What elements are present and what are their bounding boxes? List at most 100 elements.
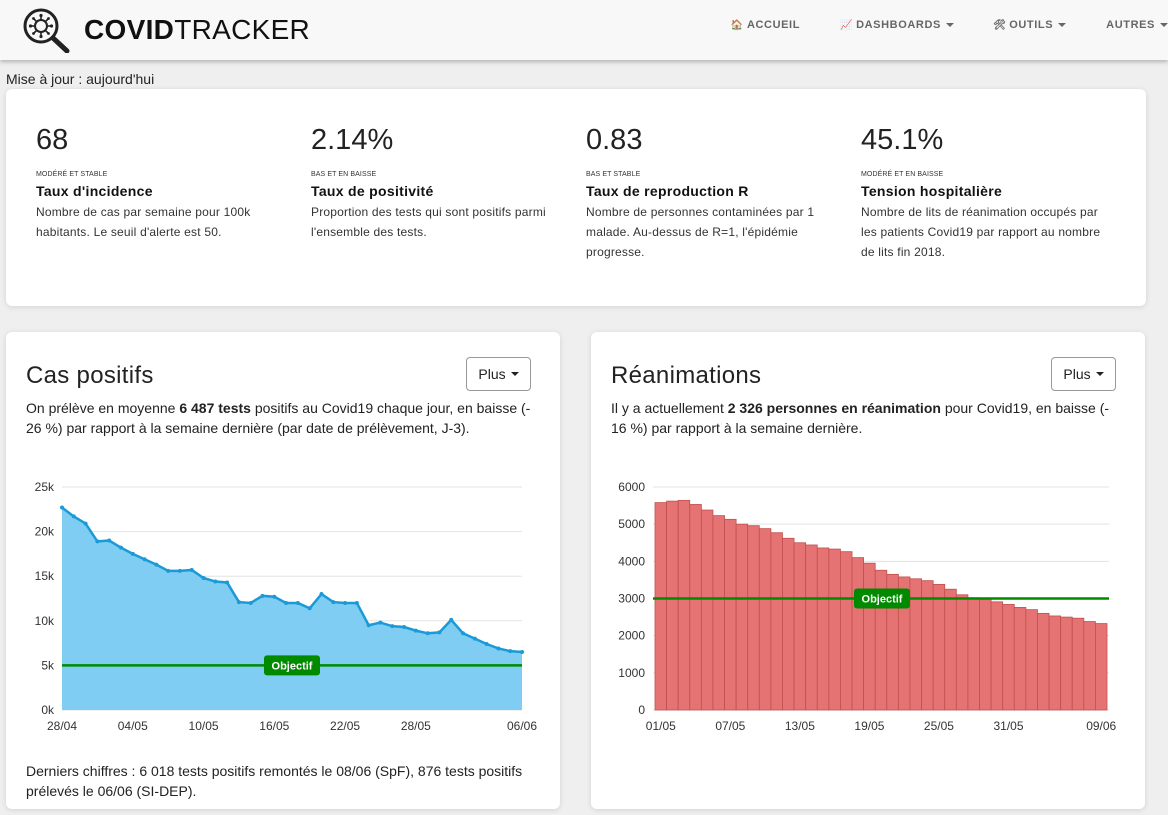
y-tick-label: 5000 xyxy=(618,517,645,531)
bar xyxy=(782,537,795,711)
kpi-level: MODÉRÉ ET STABLE xyxy=(36,171,108,178)
y-tick-label: 10k xyxy=(35,614,55,628)
data-point xyxy=(331,600,336,605)
data-point xyxy=(472,636,477,641)
y-tick-label: 6000 xyxy=(618,480,645,494)
nav-item-dashboards[interactable]: 📈 DASHBOARDS xyxy=(840,19,954,31)
panel-summary: Il y a actuellement 2 326 personnes en r… xyxy=(611,400,1110,436)
y-tick-label: 2000 xyxy=(618,629,645,643)
bar xyxy=(805,544,818,711)
data-point xyxy=(213,579,218,584)
kpi-value: 0.83 xyxy=(586,124,643,156)
x-tick-label: 28/05 xyxy=(401,719,431,733)
data-point xyxy=(95,539,100,544)
data-point xyxy=(142,557,147,562)
data-point xyxy=(225,580,230,585)
panel-title: Cas positifs xyxy=(26,362,154,389)
objective-badge xyxy=(854,588,910,609)
reanimations-chart: 0 1000 2000 3000 4000 5000 6000 01/05 07/05 13/05… xyxy=(618,480,1116,733)
bar xyxy=(828,548,841,711)
panel-footer: Derniers chiffres : 6 018 tests positifs… xyxy=(26,763,523,799)
kpi-title: Tension hospitalière xyxy=(861,183,1003,199)
area-fill xyxy=(62,507,522,710)
data-point xyxy=(177,568,182,573)
data-point xyxy=(130,551,135,556)
bar xyxy=(654,502,667,711)
kpi-tension: 45.1% MODÉRÉ ET EN BAISSE Tension hospit… xyxy=(861,122,1116,262)
data-point xyxy=(378,620,383,625)
bar xyxy=(677,499,691,711)
bar xyxy=(735,523,749,711)
kpi-incidence: 68 MODÉRÉ ET STABLE Taux d'incidence Nom… xyxy=(36,122,291,242)
nav-item-autres[interactable]: AUTRES xyxy=(1106,19,1168,31)
data-point xyxy=(189,567,194,572)
cas-positifs-panel: Cas positifs Plus On prélève en moyenne … xyxy=(6,332,560,809)
update-status: Mise à jour : aujourd'hui xyxy=(6,71,155,87)
nav-item-outils[interactable]: 🛠 OUTILS xyxy=(993,19,1067,31)
chevron-down-icon xyxy=(510,372,519,376)
bar xyxy=(1037,612,1050,711)
x-tick-label: 13/05 xyxy=(785,719,815,733)
x-tick-label: 09/06 xyxy=(1086,719,1116,733)
data-point xyxy=(107,538,112,543)
y-tick-label: 20k xyxy=(35,525,55,539)
kpi-level: BAS ET STABLE xyxy=(586,171,641,178)
data-point xyxy=(520,650,524,655)
plus-dropdown-button[interactable]: Plus xyxy=(466,357,531,391)
brand[interactable]: COVIDTRACKER xyxy=(22,7,310,53)
data-point xyxy=(284,600,289,605)
kpi-positivite: 2.14% BAS ET EN BAISSE Taux de positivit… xyxy=(311,122,566,242)
data-point xyxy=(201,575,206,580)
objective-label: Objectif xyxy=(862,594,903,606)
kpi-value: 2.14% xyxy=(311,124,394,156)
panel-title: Réanimations xyxy=(611,362,762,389)
data-point xyxy=(390,624,395,629)
data-point xyxy=(437,630,442,635)
bar xyxy=(1013,607,1027,711)
data-point xyxy=(260,593,265,598)
x-tick-label: 25/05 xyxy=(924,719,954,733)
data-point xyxy=(449,617,454,622)
y-tick-label: 0k xyxy=(41,703,55,717)
data-point xyxy=(295,600,300,605)
chart-icon: 📈 xyxy=(840,19,854,31)
kpi-reproduction: 0.83 BAS ET STABLE Taux de reproduction … xyxy=(586,122,841,262)
bar xyxy=(1071,617,1085,711)
data-point xyxy=(402,625,407,630)
y-tick-label: 3000 xyxy=(618,592,645,606)
x-tick-label: 04/05 xyxy=(118,719,148,733)
data-point xyxy=(461,631,466,636)
data-point xyxy=(71,514,76,519)
nav-menu: 🏠 ACCUEIL 📈 DASHBOARDS 🛠 OUTILS AUTRES xyxy=(731,0,1168,50)
data-point xyxy=(83,521,88,526)
nav-item-accueil[interactable]: 🏠 ACCUEIL xyxy=(730,19,801,31)
virus-magnifier-icon xyxy=(23,8,70,53)
x-tick-label: 22/05 xyxy=(330,719,360,733)
navbar: COVIDTRACKER 🏠 ACCUEIL 📈 DASHBOARDS 🛠 OU… xyxy=(0,0,1168,60)
x-tick-label: 10/05 xyxy=(189,719,219,733)
objective-label: Objectif xyxy=(272,660,313,672)
x-tick-label: 06/06 xyxy=(507,719,537,733)
home-icon: 🏠 xyxy=(730,19,744,31)
plus-dropdown-button[interactable]: Plus xyxy=(1051,357,1116,391)
kpi-description: Nombre de lits de réanimation occupés pa… xyxy=(861,205,1101,259)
x-tick-label: 01/05 xyxy=(646,719,676,733)
bar xyxy=(990,601,1004,711)
data-point xyxy=(343,600,348,605)
data-point xyxy=(166,568,171,573)
bar xyxy=(840,551,853,711)
bar xyxy=(793,542,807,711)
bar xyxy=(967,597,980,711)
bar xyxy=(700,509,714,711)
kpi-description: Nombre de cas par semaine pour 100k habi… xyxy=(36,205,251,239)
x-tick-label: 16/05 xyxy=(259,719,289,733)
kpi-value: 68 xyxy=(36,124,69,156)
panel-summary: On prélève en moyenne 6 487 tests positi… xyxy=(26,400,531,436)
bar xyxy=(851,557,865,711)
chevron-down-icon xyxy=(1095,372,1104,376)
data-point xyxy=(307,606,312,611)
bar xyxy=(712,515,725,711)
y-tick-label: 15k xyxy=(35,569,55,583)
data-point xyxy=(154,562,159,567)
data-point xyxy=(60,505,64,510)
